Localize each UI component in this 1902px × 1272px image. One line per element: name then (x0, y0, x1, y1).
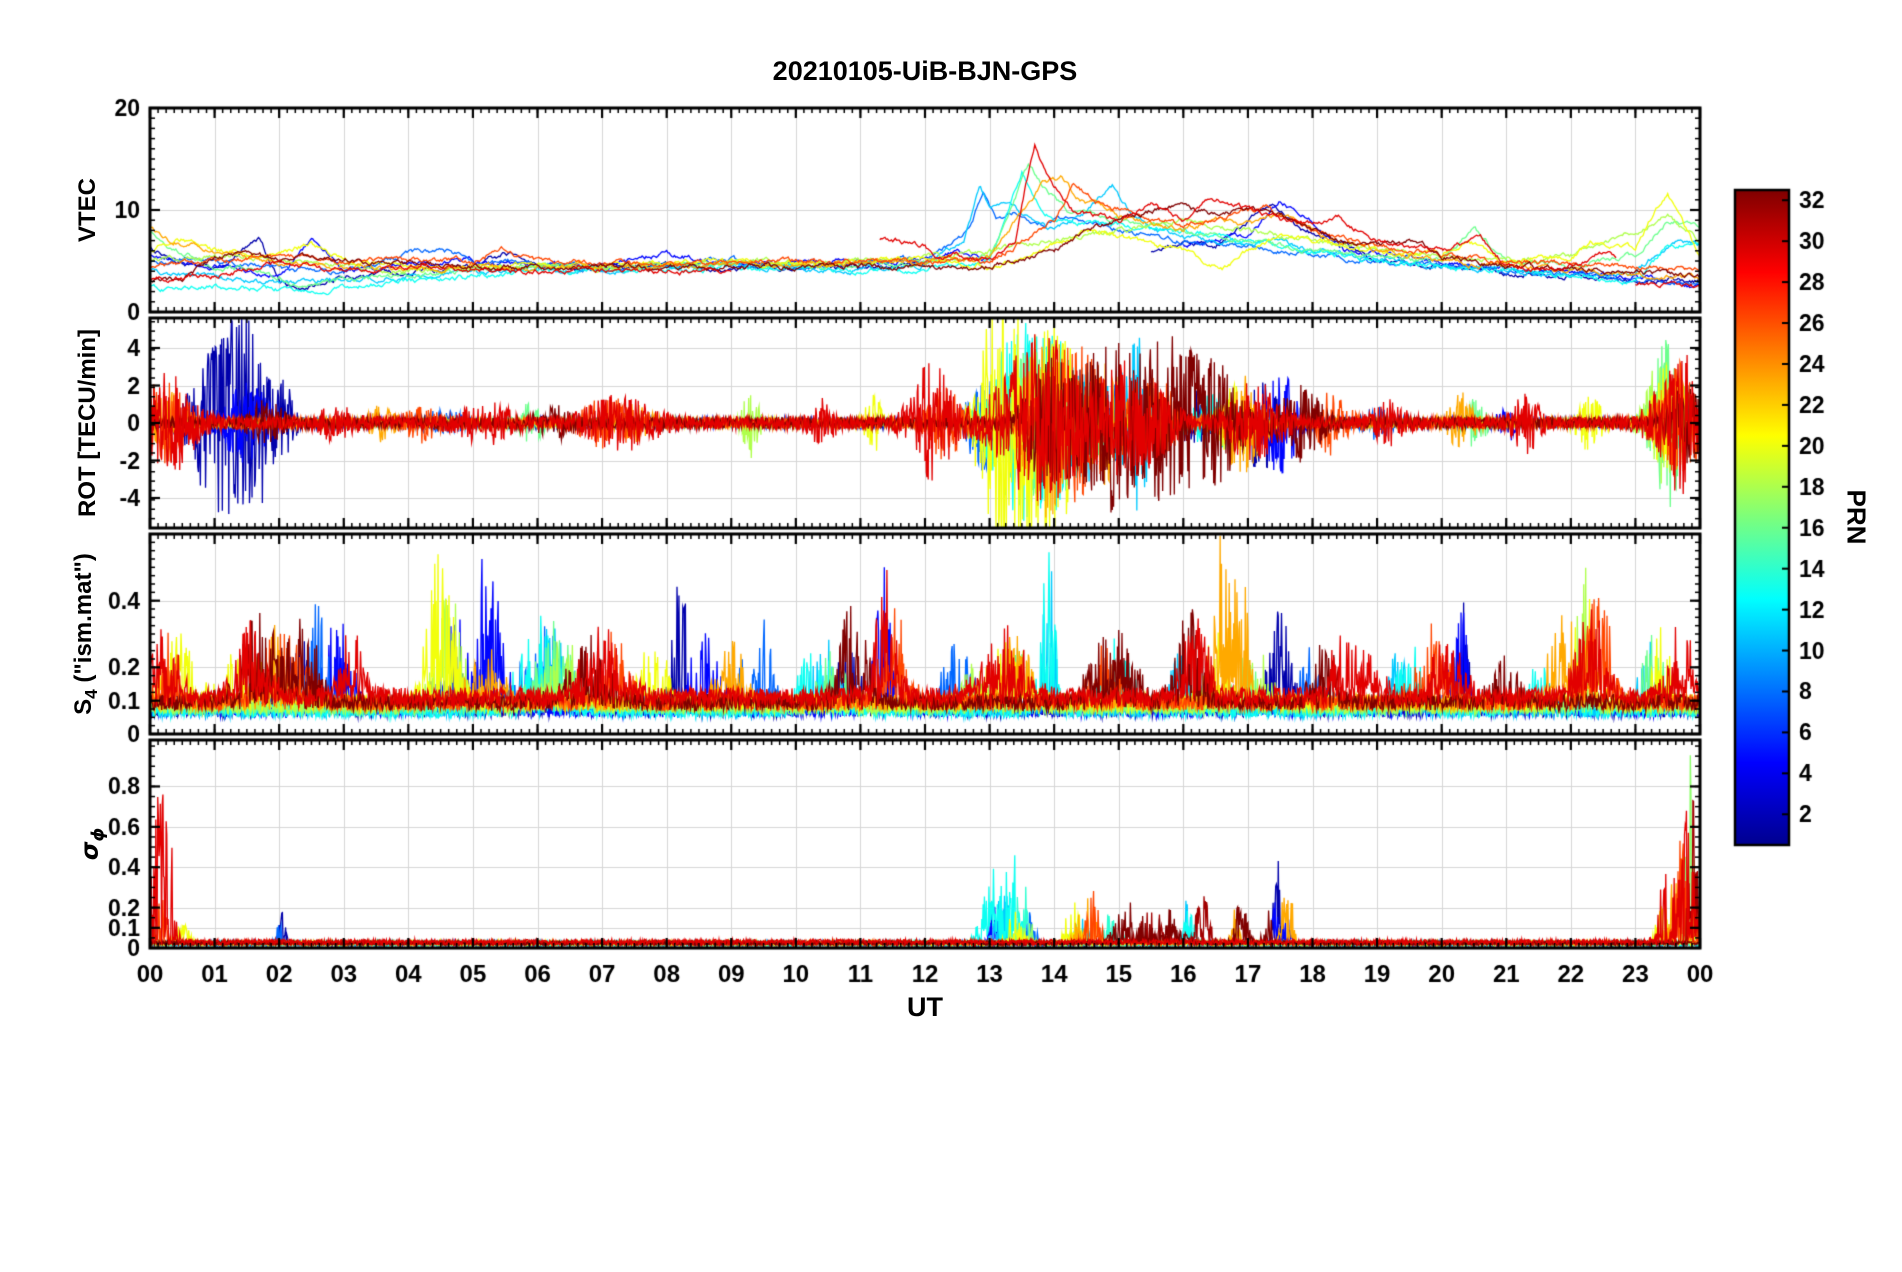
x-axis-label: UT (907, 992, 943, 1022)
rot-axis-label: ROT [TECU/min] (74, 329, 101, 517)
colorbar-label: PRN (1841, 489, 1872, 545)
sigma-label-sub: ϕ (88, 827, 109, 842)
chart-title: 20210105-UiB-BJN-GPS (772, 56, 1078, 86)
s4-label-main: S (70, 698, 98, 715)
s4-label-rest: ("ism.mat") (70, 553, 98, 690)
s4-label-sub: 4 (80, 689, 101, 699)
vtec-axis-label: VTEC (74, 177, 101, 243)
sigma-phi-axis-label: σϕ (76, 828, 109, 860)
sigma-label-main: σ (75, 841, 104, 861)
s4-axis-label: S4 ("ism.mat") (70, 553, 102, 715)
